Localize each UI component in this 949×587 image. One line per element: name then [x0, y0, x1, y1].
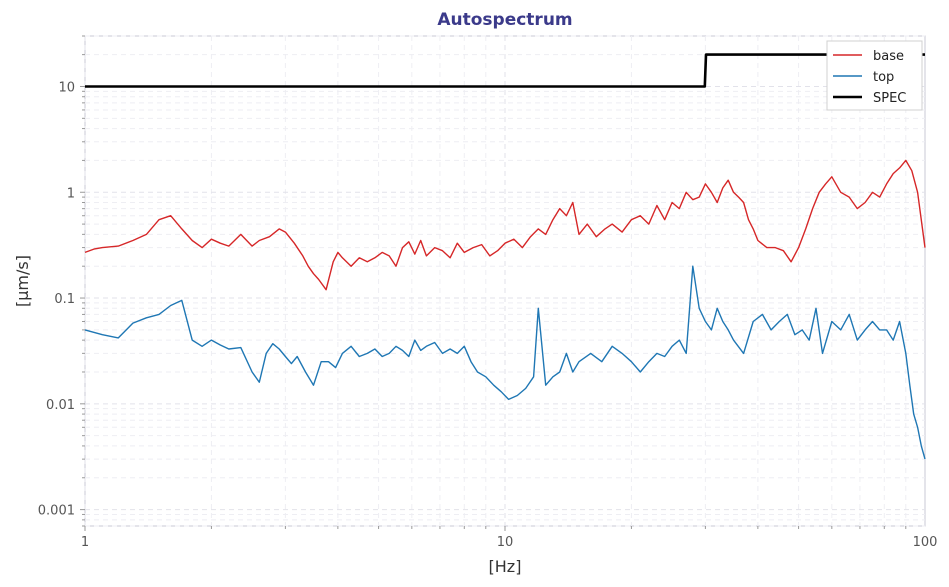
y-tick-label: 0.001: [38, 504, 75, 519]
legend-label-base: base: [873, 49, 904, 64]
legend-label-top: top: [873, 70, 894, 85]
series-line-spec: [85, 53, 925, 88]
x-tick-label: 1: [81, 535, 89, 550]
x-tick-label: 100: [913, 535, 938, 550]
legend: base top SPEC: [826, 40, 923, 111]
series-line-base: [84, 159, 926, 291]
chart-title: Autospectrum: [437, 10, 572, 30]
y-tick-label: 0.1: [54, 292, 75, 307]
grid: [84, 35, 925, 527]
ticks: 1 10 100 0.001 0.01 0.1 1 10: [38, 35, 938, 550]
y-axis-label: [µm/s]: [13, 255, 32, 307]
series-line-top: [84, 265, 926, 460]
x-tick-label: 10: [497, 535, 514, 550]
x-axis-label: [Hz]: [489, 557, 522, 576]
y-tick-label: 10: [58, 80, 75, 95]
legend-label-spec: SPEC: [873, 91, 906, 106]
series-layer: [84, 53, 926, 460]
y-tick-label: 1: [67, 186, 75, 201]
y-tick-label: 0.01: [46, 398, 75, 413]
